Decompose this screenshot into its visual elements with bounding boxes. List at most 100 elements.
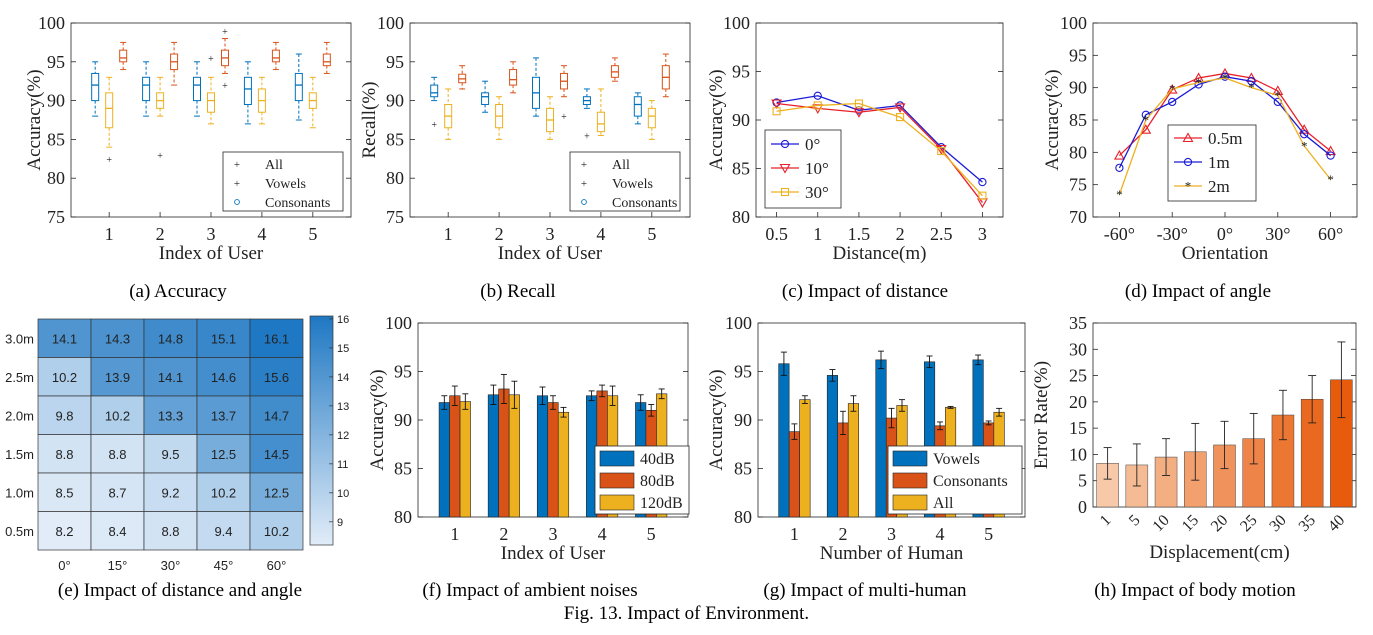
a-box-all xyxy=(207,92,215,113)
e-cell xyxy=(143,318,198,358)
c-line-0° xyxy=(776,95,983,183)
f-ylabel: Accuracy(%) xyxy=(367,369,388,470)
e-cell-label: 14.5 xyxy=(264,447,289,462)
a-box-vowels xyxy=(119,49,128,63)
b-legend-marker xyxy=(581,199,587,205)
h-ytick-label-2: 10 xyxy=(1069,444,1087,464)
panel-title-e: (e) Impact of distance and angle xyxy=(57,580,303,601)
b-legend-consonants: Consonants xyxy=(612,196,677,211)
f-bar-80db xyxy=(498,388,510,518)
g-legend-swatch xyxy=(892,472,928,489)
e-cell xyxy=(249,472,304,512)
d-ytick-label-6: 100 xyxy=(1060,13,1087,33)
b-box-all xyxy=(596,111,605,133)
f-xtick-label-1: 2 xyxy=(499,524,508,544)
e-cell xyxy=(196,395,251,435)
panel-title-b: (b) Recall xyxy=(480,281,556,302)
d-xtick-label-4: 60° xyxy=(1318,224,1343,244)
d-point xyxy=(1247,77,1256,86)
a-xtick-label-3: 4 xyxy=(257,224,266,244)
g-xtick-label-4: 5 xyxy=(984,524,993,544)
e-row-label-0: 3.0m xyxy=(5,331,34,346)
e-cell-label: 12.5 xyxy=(211,447,236,462)
g-bar-consonants xyxy=(837,422,849,518)
h-ytick-label-5: 25 xyxy=(1069,366,1087,386)
a-xtick-label-0: 1 xyxy=(105,224,114,244)
d-ytick-label-1: 75 xyxy=(1069,175,1087,195)
e-cell xyxy=(143,395,198,435)
e-col-label-4: 60° xyxy=(267,558,287,573)
g-bar-consonants xyxy=(788,431,800,518)
c-legend-label-0: 0° xyxy=(805,135,820,154)
d-point xyxy=(1325,145,1337,156)
a-legend-consonants: Consonants xyxy=(265,196,330,211)
e-cell xyxy=(37,511,92,551)
c-xtick-label-4: 2.5 xyxy=(930,224,953,244)
f-ytick-label-4: 100 xyxy=(385,313,412,333)
c-point xyxy=(937,146,946,156)
e-colorbar-label-2: 11 xyxy=(337,459,348,471)
a-ytick-label-2: 85 xyxy=(47,129,65,149)
f-ytick-label-3: 95 xyxy=(394,362,412,382)
panel-title-g: (g) Impact of multi-human xyxy=(763,580,967,601)
b-outlier: + xyxy=(584,132,590,143)
c-xtick-label-5: 3 xyxy=(978,224,987,244)
c-point xyxy=(896,113,905,122)
d-point: * xyxy=(1327,172,1334,187)
c-legend-label-2: 30° xyxy=(805,183,829,202)
c-xtick-label-0: 0.5 xyxy=(765,224,788,244)
a-ytick-label-5: 100 xyxy=(38,13,65,33)
c-legend-point xyxy=(779,163,791,174)
b-ytick-label-1: 80 xyxy=(386,168,404,188)
b-ytick-label-0: 75 xyxy=(386,207,404,227)
e-cell xyxy=(249,318,304,358)
b-ylabel: Recall(%) xyxy=(359,81,380,158)
f-ytick-label-1: 85 xyxy=(394,459,412,479)
d-point xyxy=(1300,130,1309,139)
g-legend-swatch xyxy=(892,450,928,467)
c-point xyxy=(854,99,863,108)
panel-title-f: (f) Impact of ambient noises xyxy=(422,580,638,601)
a-box-consonants xyxy=(142,76,151,102)
d-point xyxy=(1115,163,1124,173)
b-box-vowels xyxy=(509,69,518,86)
h-xtick-label-6: 30 xyxy=(1266,512,1289,535)
b-xtick-label-2: 3 xyxy=(546,224,555,244)
b-xtick-label-0: 1 xyxy=(444,224,453,244)
h-xtick-label-3: 15 xyxy=(1179,512,1202,535)
h-xtick-label-4: 20 xyxy=(1208,512,1231,535)
e-cell xyxy=(37,357,92,397)
e-cell-label: 10.2 xyxy=(264,524,289,539)
d-xlabel: Orientation xyxy=(1182,243,1269,264)
h-ytick-label-3: 15 xyxy=(1069,418,1087,438)
c-point xyxy=(894,103,906,114)
h-xtick-label-8: 40 xyxy=(1325,512,1348,535)
c-xtick-label-3: 2 xyxy=(896,224,905,244)
h-xlabel: Displacement(cm) xyxy=(1149,542,1289,563)
e-cell-label: 9.2 xyxy=(161,485,179,500)
b-ytick-label-5: 100 xyxy=(377,13,404,33)
f-bar-40db xyxy=(487,394,499,518)
e-cell-label: 14.3 xyxy=(105,331,130,346)
e-cell xyxy=(249,357,304,397)
b-xtick-label-3: 4 xyxy=(596,224,605,244)
f-xtick-label-2: 3 xyxy=(549,524,558,544)
g-legend-swatch xyxy=(892,494,928,511)
d-point: * xyxy=(1169,81,1176,96)
e-colorbar-label-6: 15 xyxy=(337,343,349,355)
f-bar-120db xyxy=(557,411,570,518)
e-cell-label: 9.5 xyxy=(161,447,179,462)
b-xtick-label-1: 2 xyxy=(495,224,504,244)
g-bar-vowels xyxy=(826,375,839,518)
c-point xyxy=(976,198,988,209)
h-xtick-label-5: 25 xyxy=(1237,512,1260,535)
a-box-consonants xyxy=(91,72,100,102)
b-outlier: + xyxy=(561,112,567,123)
d-xtick-label-0: -60° xyxy=(1104,224,1135,244)
g-bar-all xyxy=(799,399,811,518)
f-bar-80db xyxy=(449,395,461,518)
e-cell-label: 13.9 xyxy=(105,370,130,385)
c-point xyxy=(853,108,865,118)
h-xtick-label-2: 10 xyxy=(1150,512,1173,535)
e-colorbar-label-3: 12 xyxy=(337,430,349,442)
